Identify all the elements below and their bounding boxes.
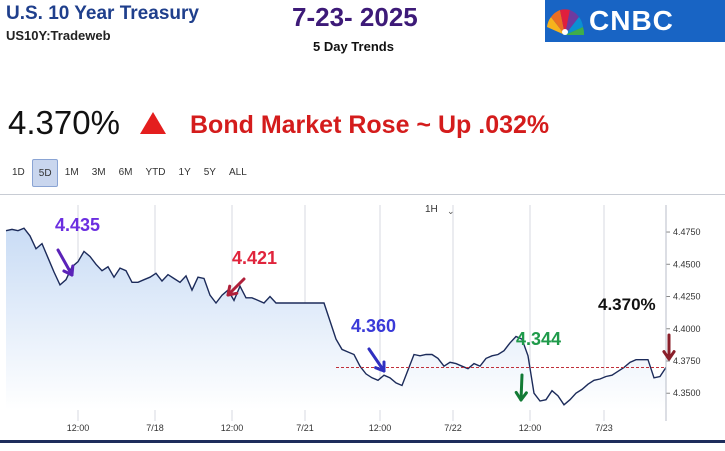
annotation-arrowhead-icon	[62, 264, 75, 277]
annotation-arrowhead-icon	[226, 284, 239, 297]
tab-all[interactable]: ALL	[228, 167, 247, 178]
annotation-arrow-icon	[226, 277, 246, 297]
tab-3m[interactable]: 3M	[91, 167, 106, 178]
x-tick-label: 12:00	[369, 423, 392, 433]
x-tick-label: 7/21	[296, 423, 314, 433]
current-price: 4.370%	[8, 104, 120, 141]
tab-1y[interactable]: 1Y	[178, 167, 191, 178]
market-headline: Bond Market Rose ~ Up .032%	[190, 111, 550, 139]
y-tick-label: 4.4250	[673, 292, 701, 302]
annotation-label: 4.370%	[598, 295, 656, 314]
chart-bottom-bar	[0, 440, 725, 443]
x-tick-label: 7/22	[444, 423, 462, 433]
y-axis: 4.4750 4.4500 4.4250 4.4000 4.3750 4.3500	[665, 205, 701, 421]
tab-1m[interactable]: 1M	[64, 167, 79, 178]
range-tabs: 1D 5D 1M 3M 6M YTD 1Y 5Y ALL	[6, 159, 254, 187]
y-tick-label: 4.4750	[673, 227, 701, 237]
annotation-label: 4.360	[351, 316, 396, 336]
yield-chart: 4.4750 4.4500 4.4250 4.4000 4.3750 4.3500 12:…	[5, 205, 701, 433]
annotation-arrow-icon	[519, 373, 524, 402]
plot-area	[5, 227, 667, 410]
x-tick-label: 12:00	[519, 423, 542, 433]
up-triangle-icon	[140, 112, 166, 134]
annotation-arrowhead-icon	[514, 390, 528, 402]
x-tick-label: 7/18	[146, 423, 164, 433]
y-tick-label: 4.3500	[673, 388, 701, 398]
x-axis: 12:00 7/18 12:00 7/21 12:00 7/22 12:00 7/23	[67, 423, 613, 433]
annotation-arrowhead-icon	[662, 350, 676, 361]
x-tick-label: 12:00	[67, 423, 90, 433]
series-line	[5, 227, 667, 406]
annotation-label: 4.435	[55, 215, 100, 235]
chevron-down-icon[interactable]: ⌄	[447, 206, 455, 216]
instrument-title: U.S. 10 Year Treasury	[6, 3, 199, 24]
logo-text: CNBC	[589, 5, 674, 36]
chart-top-divider	[0, 194, 725, 195]
tab-5y[interactable]: 5Y	[203, 167, 216, 178]
y-tick-label: 4.3750	[673, 356, 701, 366]
tab-6m[interactable]: 6M	[118, 167, 133, 178]
annotation-arrow-icon	[56, 248, 74, 277]
x-tick-label: 12:00	[221, 423, 244, 433]
annotation-arrow-icon	[367, 347, 386, 373]
annotation-label: 4.421	[232, 248, 277, 268]
instrument-symbol: US10Y:Tradeweb	[6, 28, 111, 43]
tab-ytd[interactable]: YTD	[145, 167, 166, 178]
interval-selector[interactable]: 1H	[425, 204, 438, 215]
tab-5d[interactable]: 5D	[31, 159, 58, 187]
annotation-arrowhead-icon	[374, 360, 386, 373]
x-tick-label: 7/23	[595, 423, 613, 433]
trend-label: 5 Day Trends	[313, 39, 394, 54]
y-tick-label: 4.4000	[673, 324, 701, 334]
cnbc-logo: CNBC	[545, 0, 725, 42]
report-date: 7-23- 2025	[292, 2, 418, 32]
annotation-label: 4.344	[516, 329, 561, 349]
series-area	[6, 228, 666, 410]
tab-1d[interactable]: 1D	[12, 167, 25, 178]
annotations: 4.435 4.421 4.360 4.344 4.370%	[55, 215, 676, 402]
peacock-icon	[547, 9, 585, 35]
y-tick-label: 4.4500	[673, 259, 701, 269]
